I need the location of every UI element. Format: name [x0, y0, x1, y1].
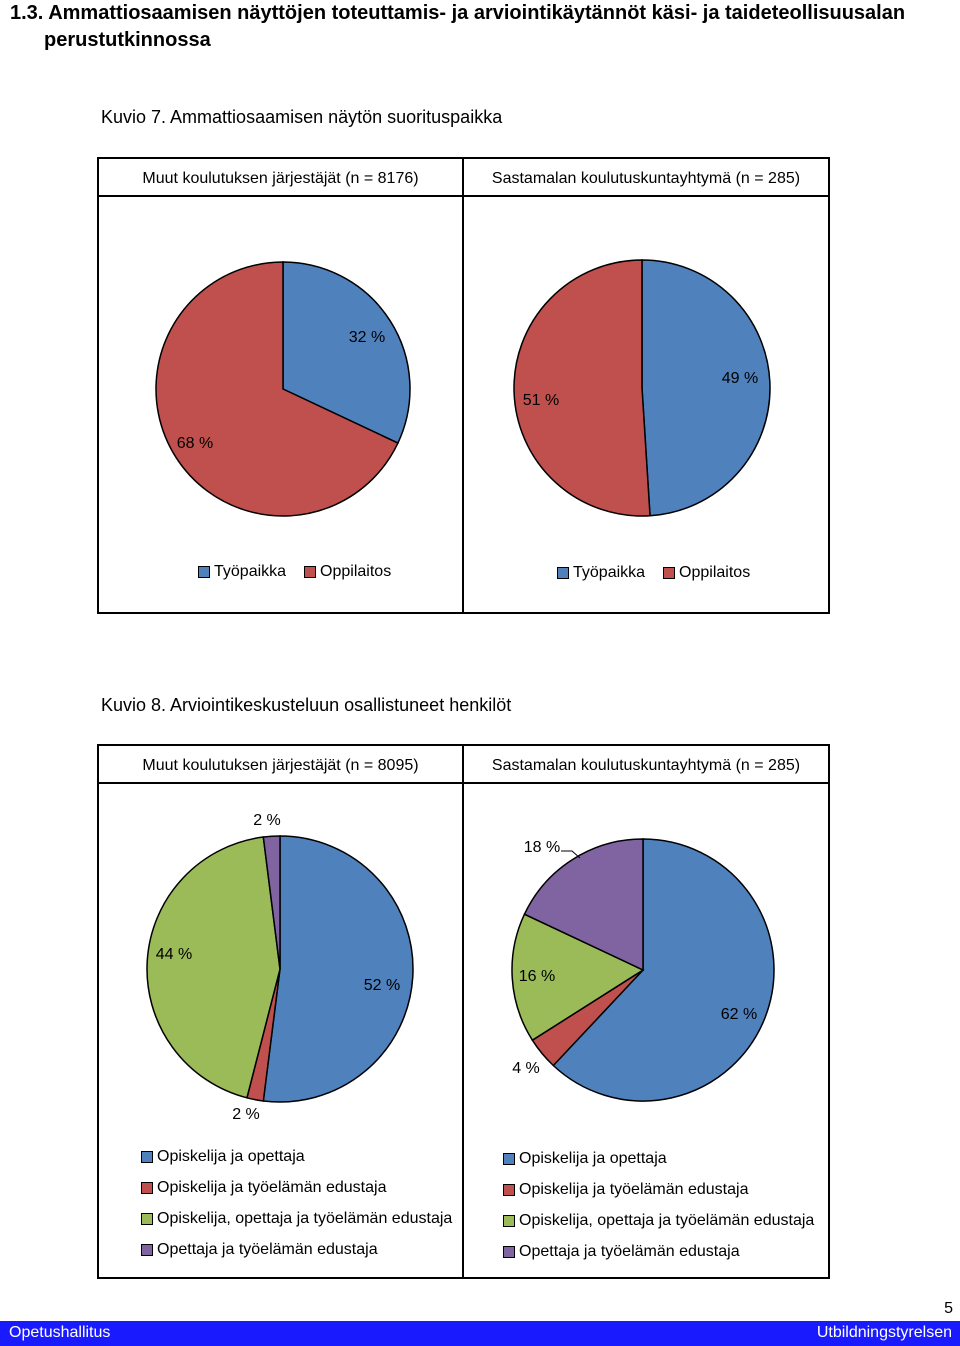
legend-label: Oppilaitos: [320, 563, 392, 580]
legend-item-oppilaitos: Oppilaitos: [663, 563, 750, 583]
pie-slice-1: [552, 838, 775, 1102]
legend-swatch-green: [503, 1215, 515, 1227]
pie-data-label: 16 %: [519, 968, 555, 985]
pie-data-label: 49 %: [722, 370, 758, 387]
pie-data-label: 18 %: [524, 839, 560, 856]
legend-item-1: Opiskelija ja opettaja: [503, 1149, 814, 1169]
legend-swatch-red: [304, 566, 317, 578]
legend-item-2: Opiskelija ja työelämän edustaja: [503, 1180, 814, 1200]
legend-item-1: Opiskelija ja opettaja: [141, 1147, 452, 1167]
pie-data-label: 2 %: [232, 1106, 260, 1123]
section-title-line2: perustutkinnossa: [44, 29, 211, 51]
pie-slice-1: [262, 835, 414, 1103]
legend-swatch-red: [663, 567, 676, 579]
legend-item-4: Opettaja ja työelämän edustaja: [503, 1242, 814, 1262]
pie-data-label: 4 %: [512, 1060, 540, 1077]
pie-slice-4: [262, 835, 281, 970]
footer-left-text: Opetushallitus: [9, 1324, 111, 1341]
pie-slice-2: [155, 261, 399, 517]
figure7-right-legend: Työpaikka Oppilaitos: [557, 563, 764, 583]
legend-swatch-red: [141, 1182, 153, 1194]
page-number: 5: [944, 1300, 953, 1317]
legend-item-tyopaikka: Työpaikka: [198, 562, 286, 582]
figure8-right-panel: [462, 782, 830, 1279]
figure8-right-legend: Opiskelija ja opettaja Opiskelija ja työ…: [503, 1149, 814, 1273]
legend-swatch-green: [141, 1213, 153, 1225]
legend-swatch-purple: [503, 1246, 515, 1258]
legend-swatch-blue: [198, 566, 210, 578]
legend-item-tyopaikka: Työpaikka: [557, 563, 645, 583]
footer-right-text: Utbildningstyrelsen: [816, 1324, 952, 1341]
legend-label: Opettaja ja työelämän edustaja: [519, 1243, 740, 1260]
figure8-left-legend: Opiskelija ja opettaja Opiskelija ja työ…: [141, 1147, 452, 1271]
pie-slice-4: [523, 838, 644, 972]
section-heading: 1.3. Ammattiosaamisen näyttöjen toteutta…: [10, 0, 910, 54]
footer-bar: [0, 1321, 960, 1346]
pie-data-label: 68 %: [177, 435, 213, 452]
legend-swatch-red: [503, 1184, 515, 1196]
legend-item-oppilaitos: Oppilaitos: [304, 562, 391, 582]
legend-swatch-blue: [557, 567, 569, 579]
leader-line: [561, 850, 581, 859]
pie-data-label: 52 %: [364, 977, 400, 994]
legend-item-3: Opiskelija, opettaja ja työelämän edusta…: [503, 1211, 814, 1231]
pie-slice-2: [513, 259, 651, 517]
figure7-caption: Kuvio 7. Ammattiosaamisen näytön suoritu…: [101, 107, 503, 127]
section-title-line1: Ammattiosaamisen näyttöjen toteuttamis- …: [48, 2, 906, 24]
legend-item-4: Opettaja ja työelämän edustaja: [141, 1240, 452, 1260]
pie-data-label: 32 %: [349, 329, 385, 346]
pie-slice-3: [511, 913, 645, 1042]
pie-data-label: 44 %: [156, 946, 192, 963]
legend-swatch-purple: [141, 1244, 153, 1256]
pie-data-label: 62 %: [721, 1006, 757, 1023]
legend-label: Opiskelija, opettaja ja työelämän edusta…: [157, 1210, 453, 1227]
figure8-caption: Kuvio 8. Arviointikeskusteluun osallistu…: [101, 695, 512, 715]
legend-label: Oppilaitos: [679, 564, 751, 581]
section-number: 1.3.: [10, 2, 44, 24]
legend-label: Opiskelija ja opettaja: [157, 1148, 305, 1165]
legend-label: Opettaja ja työelämän edustaja: [157, 1241, 378, 1258]
legend-label: Työpaikka: [214, 563, 287, 580]
pie-data-label: 51 %: [523, 392, 559, 409]
pie-slice-1: [641, 259, 771, 517]
legend-label: Opiskelija ja työelämän edustaja: [519, 1181, 749, 1198]
legend-item-2: Opiskelija ja työelämän edustaja: [141, 1178, 452, 1198]
figure7-left-legend: Työpaikka Oppilaitos: [198, 562, 405, 582]
legend-label: Opiskelija ja opettaja: [519, 1150, 667, 1167]
legend-label: Opiskelija ja työelämän edustaja: [157, 1179, 387, 1196]
legend-label: Opiskelija, opettaja ja työelämän edusta…: [519, 1212, 815, 1229]
legend-label: Työpaikka: [573, 564, 646, 581]
legend-item-3: Opiskelija, opettaja ja työelämän edusta…: [141, 1209, 452, 1229]
figure7-right-panel: [462, 195, 830, 614]
pie-data-label: 2 %: [253, 812, 281, 829]
pie-slice-3: [146, 836, 281, 1099]
legend-swatch-blue: [141, 1151, 153, 1163]
pie-slice-1: [282, 261, 411, 445]
legend-swatch-blue: [503, 1153, 515, 1165]
